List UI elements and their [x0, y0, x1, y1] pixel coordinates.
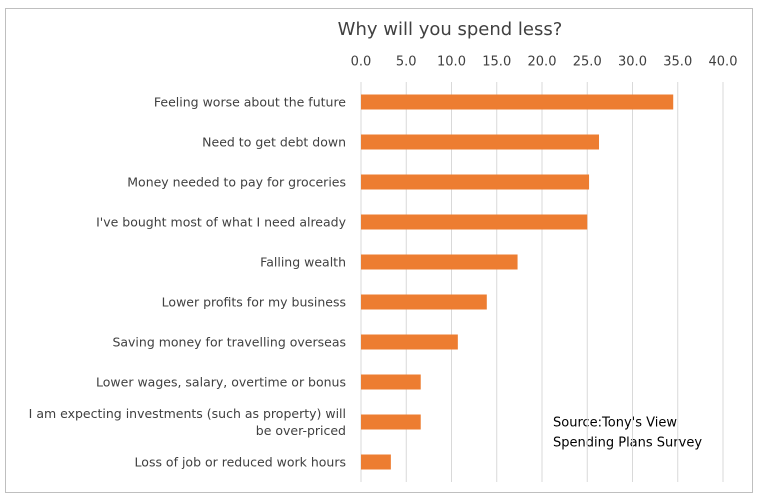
- y-tick-label: Lower profits for my business: [161, 294, 346, 310]
- bar: [361, 334, 458, 350]
- x-tick-label: 15.0: [482, 55, 511, 70]
- bar: [361, 214, 588, 230]
- bar: [361, 454, 391, 470]
- bar: [361, 94, 674, 110]
- y-tick-label: Money needed to pay for groceries: [127, 174, 346, 190]
- chart-title: Why will you spend less?: [338, 19, 563, 40]
- x-tick-label: 25.0: [573, 55, 602, 70]
- bar: [361, 174, 590, 190]
- bar: [361, 294, 487, 310]
- x-tick-label: 20.0: [528, 55, 557, 70]
- bar: [361, 254, 518, 270]
- y-tick-label: Loss of job or reduced work hours: [134, 454, 346, 470]
- y-tick-label: Need to get debt down: [202, 134, 346, 150]
- y-tick-label: I am expecting investments (such as prop…: [28, 406, 346, 438]
- y-tick-label: Lower wages, salary, overtime or bonus: [96, 374, 346, 390]
- y-tick-label: Falling wealth: [260, 254, 346, 270]
- x-tick-label: 5.0: [396, 55, 417, 70]
- y-tick-label: I've bought most of what I need already: [96, 214, 346, 230]
- y-tick-label: Feeling worse about the future: [153, 94, 346, 110]
- x-tick-label: 10.0: [437, 55, 466, 70]
- bar: [361, 414, 421, 430]
- annotation: Source:Tony's View: [553, 416, 677, 431]
- x-tick-label: 30.0: [618, 55, 647, 70]
- annotation: Spending Plans Survey: [553, 436, 702, 451]
- x-tick-label: 40.0: [709, 55, 738, 70]
- y-tick-label: Saving money for travelling overseas: [112, 334, 346, 350]
- x-tick-label: 35.0: [663, 55, 692, 70]
- bar: [361, 374, 421, 390]
- bar: [361, 134, 600, 150]
- chart-border: [5, 8, 753, 493]
- x-tick-label: 0.0: [351, 55, 372, 70]
